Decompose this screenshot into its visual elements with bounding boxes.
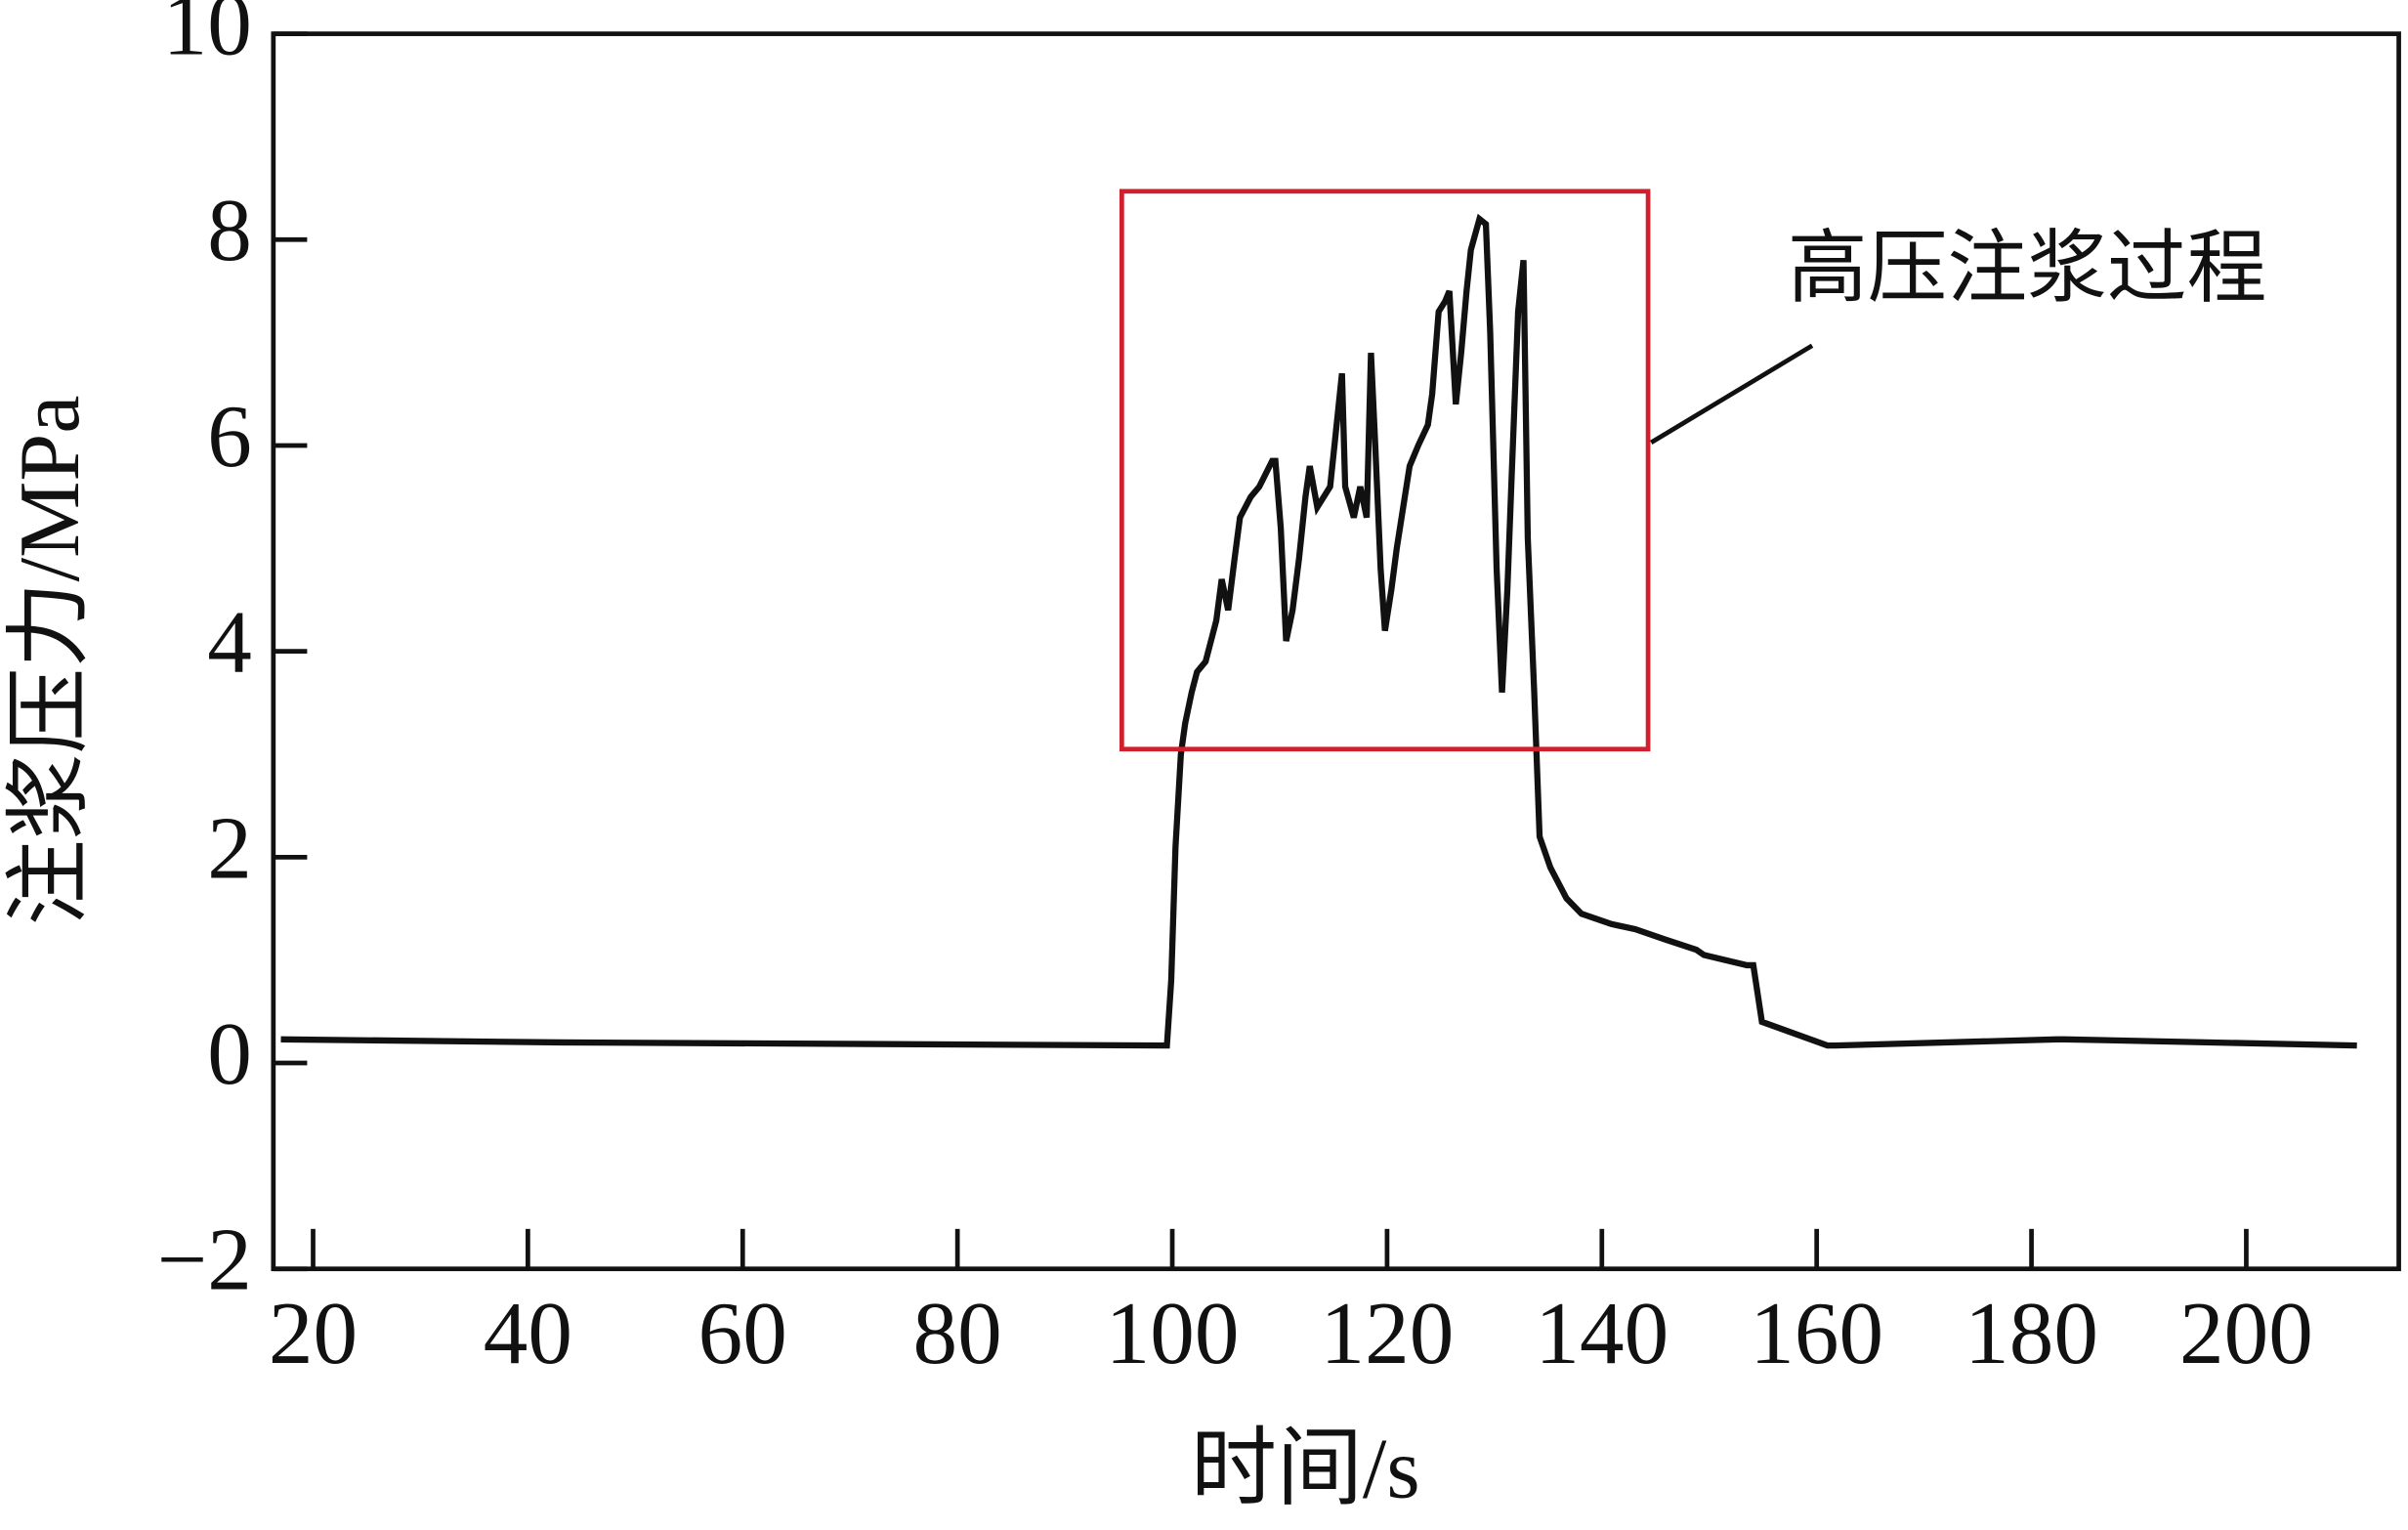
y-tick-label: 6: [207, 387, 252, 486]
x-tick-label: 180: [1964, 1284, 2098, 1382]
y-tick-label: 0: [207, 1004, 252, 1103]
x-axis-title: 时间/s: [1191, 1423, 1420, 1517]
y-tick-label: 8: [207, 181, 252, 279]
x-tick-label: 160: [1750, 1284, 1883, 1382]
x-tick-label: 120: [1321, 1284, 1455, 1382]
leader-line: [1650, 343, 1814, 445]
y-axis-title: 注浆压力/MPa: [3, 396, 98, 926]
y-tick-label: 2: [207, 798, 252, 897]
y-tick-label: −2: [157, 1211, 252, 1309]
data-line: [280, 213, 2357, 1049]
highlight-box: [1120, 189, 1651, 752]
x-tick-label: 140: [1535, 1284, 1669, 1382]
annotation: 高压注浆过程: [1788, 224, 2266, 313]
x-tick-label: 20: [269, 1284, 358, 1382]
y-tick-label: 10: [163, 0, 252, 74]
x-tick-label: 80: [913, 1284, 1002, 1382]
plot-frame: [271, 31, 2401, 1272]
x-tick-label: 60: [698, 1284, 787, 1382]
y-tick-label: 4: [207, 593, 252, 692]
x-tick-label: 40: [484, 1284, 572, 1382]
x-tick-label: 100: [1106, 1284, 1240, 1382]
x-tick-label: 200: [2179, 1284, 2313, 1382]
